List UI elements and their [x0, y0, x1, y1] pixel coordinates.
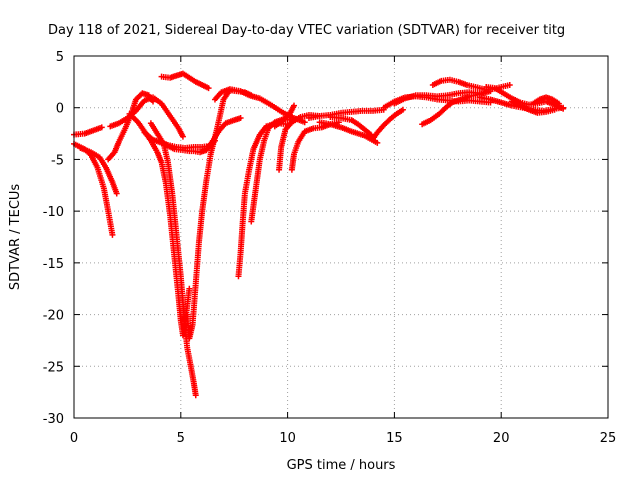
series-arc-1: [71, 124, 105, 138]
series-arc-26: [483, 84, 567, 112]
plot-frame: [73, 55, 609, 419]
series-arc-11: [184, 87, 255, 342]
series-arc-22: [391, 89, 483, 107]
y-tick-label: -25: [43, 360, 64, 375]
x-tick-label: 0: [70, 431, 78, 446]
series-arc-27: [508, 98, 558, 116]
y-tick-label: -15: [43, 257, 64, 272]
series-arc-10: [158, 70, 212, 92]
x-tick-label: 25: [600, 431, 617, 446]
x-tick-label: 5: [177, 431, 185, 446]
x-axis-label: GPS time / hours: [287, 458, 396, 473]
series-arc-17: [271, 102, 298, 130]
series-arc-7: [147, 120, 199, 399]
x-tick-label: 10: [279, 431, 296, 446]
x-tick-label: 20: [493, 431, 510, 446]
axes: 0 5 10 15 20 25 5 0 -5 -10 -15 -20 -25 -30: [43, 50, 617, 446]
series-arc-3: [77, 145, 120, 197]
y-axis-label: SDTVAR / TECUs: [8, 184, 23, 291]
y-tick-label: -10: [43, 205, 64, 220]
y-tick-label: -20: [43, 309, 64, 324]
x-tick-label: 15: [386, 431, 403, 446]
y-tick-label: -5: [51, 153, 64, 168]
y-tick-label: 0: [56, 102, 64, 117]
y-tick-label: 5: [56, 50, 64, 65]
plot-area: [71, 70, 567, 399]
series-arc-28: [530, 94, 562, 107]
chart-title: Day 118 of 2021, Sidereal Day-to-day VTE…: [48, 23, 565, 38]
series-arc-23: [419, 88, 494, 128]
series-arc-20: [327, 106, 406, 142]
y-tick-label: -30: [43, 412, 64, 427]
series-arc-19: [305, 106, 387, 122]
